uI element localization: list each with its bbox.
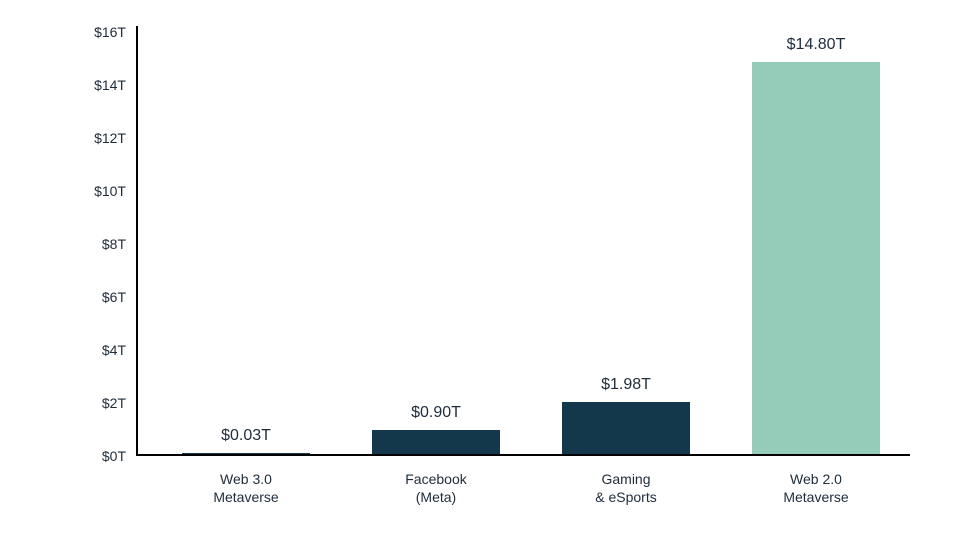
- bar: [752, 62, 880, 454]
- x-category-label-line: & eSports: [595, 488, 656, 506]
- bar: [182, 453, 310, 454]
- x-category-label-line: Gaming: [595, 470, 656, 488]
- x-category-label-line: Metaverse: [213, 488, 278, 506]
- x-category-label: Gaming& eSports: [595, 470, 656, 506]
- bar: [372, 430, 500, 454]
- x-category-label-line: (Meta): [405, 488, 466, 506]
- x-category-label-line: Web 2.0: [783, 470, 848, 488]
- y-tick-label: $4T: [76, 342, 126, 358]
- y-tick-label: $8T: [76, 236, 126, 252]
- bar: [562, 402, 690, 454]
- x-category-label: Web 3.0Metaverse: [213, 470, 278, 506]
- y-axis: [136, 26, 138, 456]
- y-tick-label: $14T: [76, 77, 126, 93]
- x-category-label-line: Metaverse: [783, 488, 848, 506]
- x-category-label-line: Facebook: [405, 470, 466, 488]
- bar-value-label: $0.90T: [411, 404, 461, 422]
- x-category-label: Facebook(Meta): [405, 470, 466, 506]
- y-tick-label: $12T: [76, 130, 126, 146]
- y-tick-label: $0T: [76, 448, 126, 464]
- x-category-label: Web 2.0Metaverse: [783, 470, 848, 506]
- bar-value-label: $0.03T: [221, 427, 271, 445]
- bar-value-label: $1.98T: [601, 376, 651, 394]
- y-tick-label: $16T: [76, 24, 126, 40]
- plot-area: $0T$2T$4T$6T$8T$10T$12T$14T$16T$0.03TWeb…: [136, 32, 904, 456]
- bar-value-label: $14.80T: [787, 36, 846, 54]
- y-tick-label: $2T: [76, 395, 126, 411]
- y-tick-label: $10T: [76, 183, 126, 199]
- y-tick-label: $6T: [76, 289, 126, 305]
- market-size-bar-chart: $0T $2T $4T $6T $8T $10T $12T $14T $16T $0.03T Web…: [0, 0, 959, 540]
- x-category-label-line: Web 3.0: [213, 470, 278, 488]
- x-axis: [136, 454, 910, 456]
